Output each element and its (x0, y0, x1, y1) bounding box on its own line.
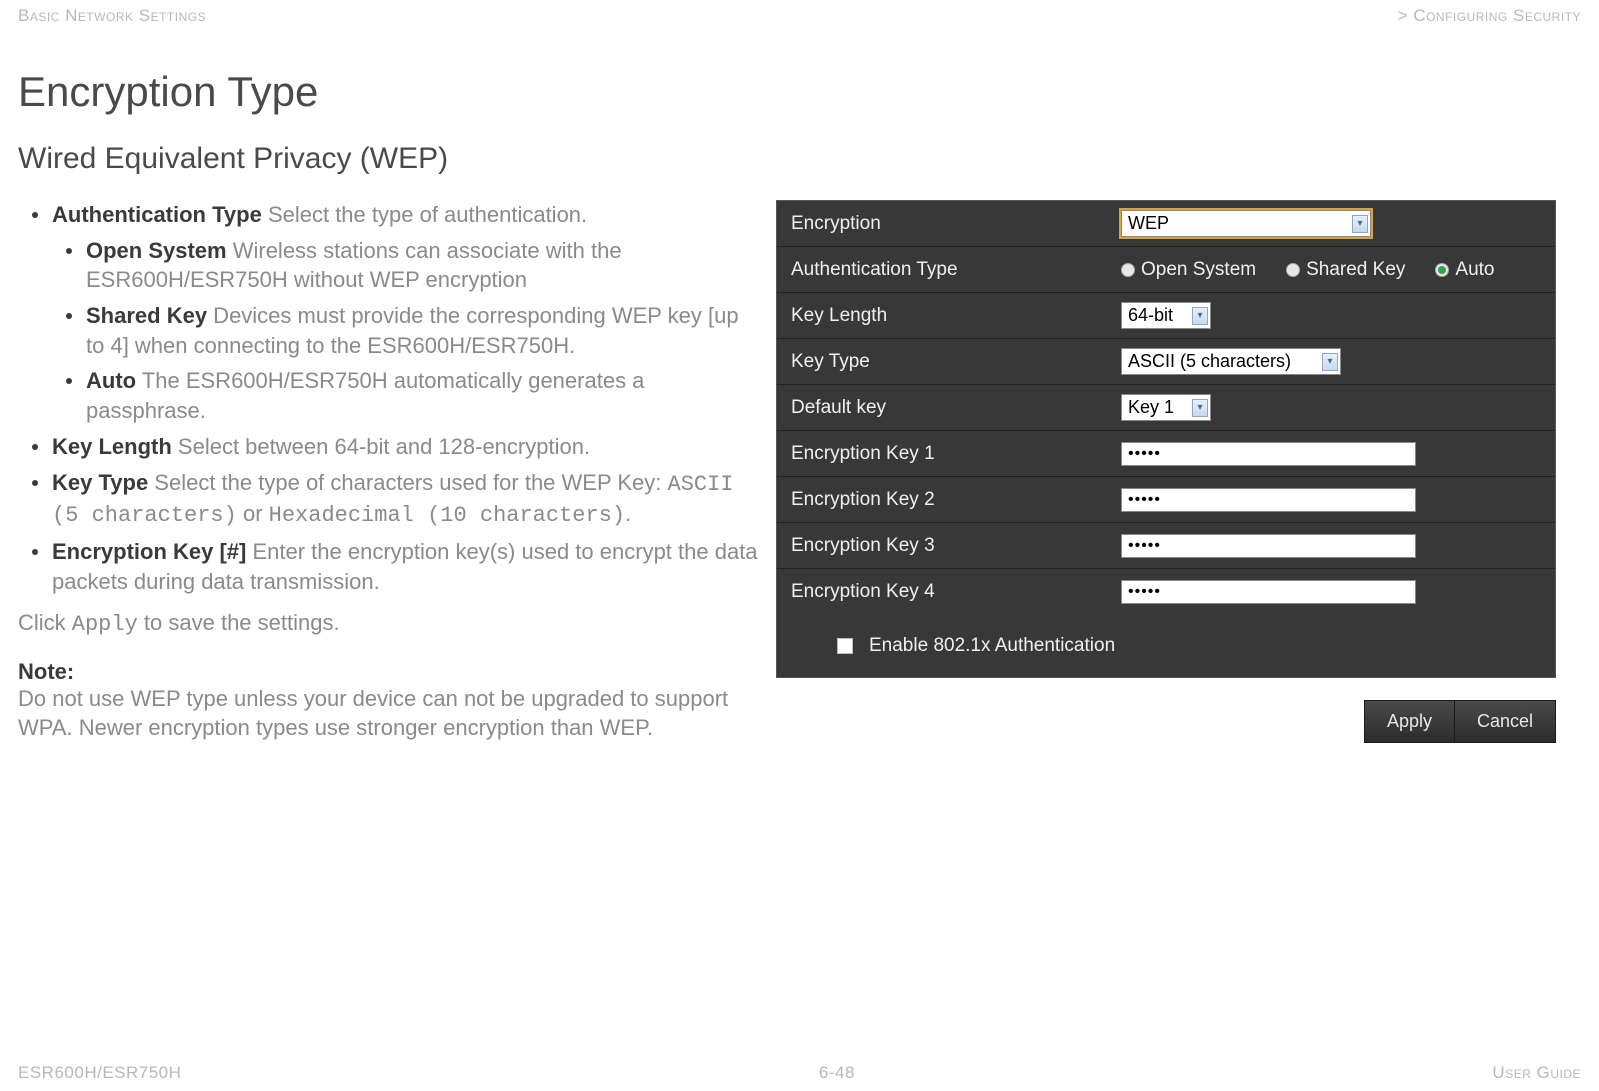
enable-8021x-label: Enable 802.1x Authentication (869, 635, 1115, 657)
radio-icon (1121, 263, 1135, 277)
key-type-select[interactable]: ASCII (5 characters) ▾ (1121, 348, 1341, 375)
screenshot-column: Encryption WEP ▾ Authentication Type Ope… (776, 200, 1556, 743)
label-default-key: Default key (791, 397, 1121, 419)
label-key-3: Encryption Key 3 (791, 535, 1121, 557)
note-text: Do not use WEP type unless your device c… (18, 685, 758, 742)
radio-open-system[interactable]: Open System (1121, 259, 1256, 281)
key-1-input[interactable]: ••••• (1121, 442, 1416, 466)
term-key-length: Key Length (52, 434, 172, 459)
radio-shared-key[interactable]: Shared Key (1286, 259, 1405, 281)
row-key-1: Encryption Key 1 ••••• (777, 431, 1555, 477)
cancel-button[interactable]: Cancel (1455, 700, 1556, 743)
list-item: Key Length Select between 64-bit and 128… (18, 432, 758, 462)
encryption-select[interactable]: WEP ▾ (1121, 210, 1371, 237)
label-encryption: Encryption (791, 213, 1121, 235)
note-label: Note: (18, 659, 758, 685)
term-encryption-key: Encryption Key [#] (52, 539, 246, 564)
label-key-4: Encryption Key 4 (791, 581, 1121, 603)
row-key-length: Key Length 64-bit ▾ (777, 293, 1555, 339)
radio-icon (1435, 263, 1449, 277)
footer-center: 6-48 (819, 1063, 855, 1083)
row-default-key: Default key Key 1 ▾ (777, 385, 1555, 431)
label-key-length: Key Length (791, 305, 1121, 327)
label-key-1: Encryption Key 1 (791, 443, 1121, 465)
term-auto: Auto (86, 368, 136, 393)
term-open-system: Open System (86, 238, 227, 263)
list-item: Key Type Select the type of characters u… (18, 468, 758, 531)
chevron-down-icon: ▾ (1192, 399, 1208, 417)
row-auth-type: Authentication Type Open System Shared K… (777, 247, 1555, 293)
row-key-2: Encryption Key 2 ••••• (777, 477, 1555, 523)
header-left: Basic Network Settings (18, 6, 206, 26)
page-footer: ESR600H/ESR750H 6-48 User Guide (18, 1063, 1581, 1083)
enable-8021x-checkbox[interactable] (837, 638, 853, 654)
row-key-4: Encryption Key 4 ••••• (777, 569, 1555, 615)
term-key-type: Key Type (52, 470, 148, 495)
key-4-input[interactable]: ••••• (1121, 580, 1416, 604)
list-item: Shared Key Devices must provide the corr… (52, 301, 758, 360)
description-column: Authentication Type Select the type of a… (18, 200, 758, 743)
key-length-select[interactable]: 64-bit ▾ (1121, 302, 1211, 329)
chevron-down-icon: ▾ (1322, 353, 1338, 371)
term-auth-type: Authentication Type (52, 202, 262, 227)
key-2-input[interactable]: ••••• (1121, 488, 1416, 512)
apply-button[interactable]: Apply (1364, 700, 1455, 743)
radio-icon (1286, 263, 1300, 277)
list-item: Encryption Key [#] Enter the encryption … (18, 537, 758, 596)
config-panel: Encryption WEP ▾ Authentication Type Ope… (776, 200, 1556, 678)
key-3-input[interactable]: ••••• (1121, 534, 1416, 558)
row-8021x: Enable 802.1x Authentication (777, 615, 1555, 677)
term-shared-key: Shared Key (86, 303, 207, 328)
footer-left: ESR600H/ESR750H (18, 1063, 181, 1083)
list-item: Auto The ESR600H/ESR750H automatically g… (52, 366, 758, 425)
page-subtitle: Wired Equivalent Privacy (WEP) (18, 142, 1581, 176)
label-auth-type: Authentication Type (791, 259, 1121, 281)
radio-auto[interactable]: Auto (1435, 259, 1494, 281)
page-title: Encryption Type (18, 68, 1581, 116)
content-row: Authentication Type Select the type of a… (18, 200, 1581, 743)
row-key-type: Key Type ASCII (5 characters) ▾ (777, 339, 1555, 385)
button-row: Apply Cancel (776, 700, 1556, 743)
click-apply-line: Click Apply to save the settings. (18, 610, 758, 637)
footer-right: User Guide (1492, 1063, 1581, 1083)
label-key-2: Encryption Key 2 (791, 489, 1121, 511)
list-item: Authentication Type Select the type of a… (18, 200, 758, 426)
label-key-type: Key Type (791, 351, 1121, 373)
default-key-select[interactable]: Key 1 ▾ (1121, 394, 1211, 421)
chevron-down-icon: ▾ (1192, 307, 1208, 325)
list-item: Open System Wireless stations can associ… (52, 236, 758, 295)
header-right: > Configuring Security (1398, 6, 1581, 26)
page-header: Basic Network Settings > Configuring Sec… (18, 0, 1581, 26)
row-key-3: Encryption Key 3 ••••• (777, 523, 1555, 569)
row-encryption: Encryption WEP ▾ (777, 201, 1555, 247)
chevron-down-icon: ▾ (1352, 215, 1368, 233)
